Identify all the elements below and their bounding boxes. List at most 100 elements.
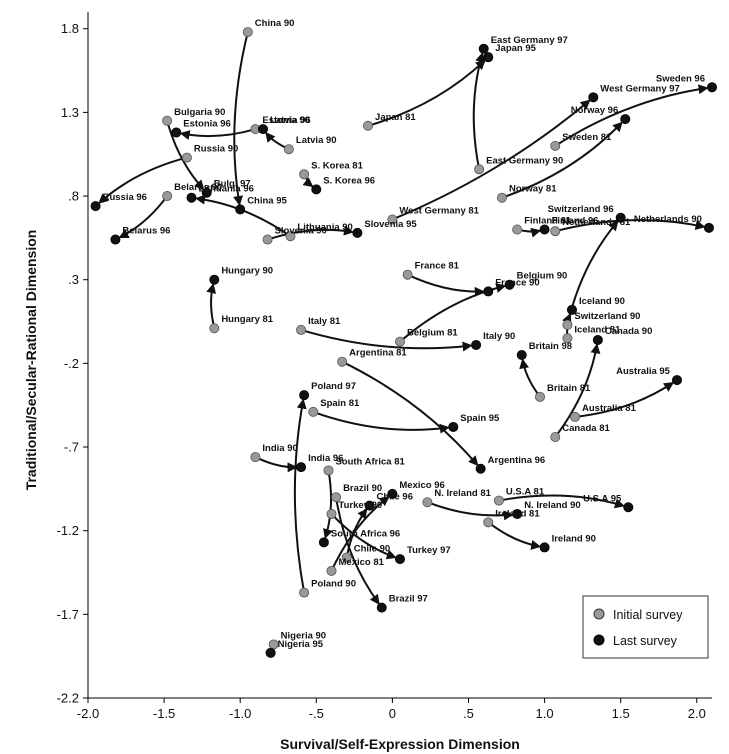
legend-label-initial: Initial survey (613, 608, 683, 622)
point-label-poland-90: Poland 90 (311, 579, 356, 590)
initial-point-iceland-81 (562, 333, 573, 344)
point-label-china-95: China 95 (247, 195, 287, 206)
trajectory-west-germany (392, 99, 591, 221)
legend-marker-initial (593, 608, 605, 620)
trajectory-britain (519, 358, 541, 398)
last-point-canada-90 (592, 334, 603, 345)
last-point-hungary-90 (209, 274, 220, 285)
point-label-norway-96: Norway 96 (571, 105, 619, 116)
point-label-norway-81: Norway 81 (509, 184, 557, 195)
initial-point-east-germany-90 (474, 164, 485, 175)
y-tick-label: -1.7 (57, 607, 79, 622)
point-label-estonia-90: Estonia 90 (262, 115, 310, 126)
last-point-turkey-97 (394, 554, 405, 565)
y-tick-label: 1.8 (61, 21, 79, 36)
point-label-spain-95: Spain 95 (460, 413, 500, 424)
x-tick-label: .5 (463, 706, 474, 721)
point-label-south-africa-81: South Africa 81 (335, 456, 405, 467)
initial-point-britain-81 (535, 391, 546, 402)
point-label-finland-96: Finland 96 (552, 216, 599, 227)
point-label-mexico-96: Mexico 96 (399, 480, 444, 491)
last-point-east-germany-97 (478, 43, 489, 54)
x-tick-label: 1.0 (536, 706, 554, 721)
last-point-mexico-96 (387, 488, 398, 499)
last-point-estonia-96 (171, 127, 182, 138)
point-label-east-germany-97: East Germany 97 (491, 35, 568, 46)
data-points (90, 27, 718, 658)
initial-point-poland-90 (299, 587, 310, 598)
point-label-australia-81: Australia 81 (582, 403, 637, 414)
trajectory-hungary (206, 283, 217, 329)
x-tick-label: 1.5 (612, 706, 630, 721)
last-point-china-95 (235, 204, 246, 215)
initial-point-spain-81 (308, 406, 319, 417)
point-label-switzerland-96: Switzerland 96 (548, 204, 614, 215)
point-label-u-s-a-95: U.S.A 95 (583, 493, 622, 504)
initial-point-hungary-81 (209, 323, 220, 334)
point-label-estonia-96: Estonia 96 (183, 118, 231, 129)
point-label-belarus-96: Belarus 96 (122, 226, 170, 237)
x-tick-label: -1.5 (153, 706, 175, 721)
last-point-lithuania-96 (186, 192, 197, 203)
trajectories (98, 31, 709, 658)
point-label-hungary-90: Hungary 90 (221, 266, 273, 277)
trajectory-argentina (341, 360, 479, 467)
last-point-u-s-a-95 (623, 502, 634, 513)
point-label-belgium-81: Belgium 81 (407, 328, 458, 339)
y-tick-label: -.2 (64, 356, 79, 371)
last-point-slovenia-95 (352, 227, 363, 238)
x-ticks: -2.0 -1.5 -1.0 -.5 0 .5 1.0 1.5 2.0 (77, 698, 706, 721)
point-label-india-90: India 90 (262, 443, 297, 454)
initial-point-india-90 (250, 452, 261, 463)
point-label-east-germany-90: East Germany 90 (486, 155, 563, 166)
trajectory-japan (367, 59, 486, 127)
point-label-lithuania-96: Lithuania 96 (198, 184, 253, 195)
trajectory-slovenia (267, 225, 354, 241)
point-label-u-s-a-81: U.S.A 81 (506, 487, 545, 498)
point-label-turkey-90: Turkey 90 (339, 500, 383, 511)
last-point-s-korea-96 (311, 184, 322, 195)
y-tick-label: -2.2 (57, 691, 79, 706)
point-label-belarus-90: Belarus 90 (174, 182, 222, 193)
initial-point-ireland-81 (483, 517, 494, 528)
point-label-japan-95: Japan 95 (495, 43, 536, 54)
initial-point-latvia-90 (283, 144, 294, 155)
point-label-west-germany-81: West Germany 81 (399, 205, 479, 216)
point-label-argentina-96: Argentina 96 (488, 455, 546, 466)
initial-point-turkey-90 (326, 508, 337, 519)
trajectory-east-germany (472, 52, 485, 170)
x-tick-label: 0 (389, 706, 396, 721)
legend: Initial survey Last survey (582, 595, 709, 659)
initial-point-belarus-90 (162, 191, 173, 202)
initial-point-russia-90 (181, 152, 192, 163)
initial-point-norway-81 (496, 192, 507, 203)
point-label-nigeria-90: Nigeria 90 (281, 630, 326, 641)
last-point-nigeria-95 (265, 647, 276, 658)
last-point-belarus-96 (110, 234, 121, 245)
point-label-lithuania-90: Lithuania 90 (297, 222, 352, 233)
initial-point-u-s-a-81 (493, 495, 504, 506)
legend-label-last: Last survey (613, 634, 678, 648)
initial-point-slovenia-90 (262, 234, 273, 245)
trajectory-spain (312, 410, 450, 434)
point-label-south-africa-96: South Africa 96 (331, 528, 400, 539)
point-label-india-96: India 96 (308, 453, 343, 464)
point-label-netherlands-81: Netherlands 81 (562, 217, 631, 228)
last-point-britain-98 (516, 349, 527, 360)
trajectory-australia (574, 382, 675, 418)
last-point-latvia-96 (258, 124, 269, 135)
point-label-italy-81: Italy 81 (308, 316, 341, 327)
point-label-france-90: France 90 (495, 277, 539, 288)
point-label-latvia-96: Latvia 96 (270, 115, 311, 126)
point-label-chile-96: Chile 96 (377, 492, 413, 503)
last-point-australia-95 (671, 375, 682, 386)
y-tick-label: -1.2 (57, 523, 79, 538)
point-label-turkey-97: Turkey 97 (407, 545, 451, 556)
point-label-latvia-90: Latvia 90 (296, 135, 337, 146)
trajectory-russia (98, 156, 188, 204)
initial-point-chile-90 (341, 552, 352, 563)
point-label-britain-81: Britain 81 (547, 383, 591, 394)
point-label-iceland-90: Iceland 90 (579, 296, 625, 307)
last-point-chile-96 (364, 500, 375, 511)
point-label-australia-95: Australia 95 (616, 366, 671, 377)
